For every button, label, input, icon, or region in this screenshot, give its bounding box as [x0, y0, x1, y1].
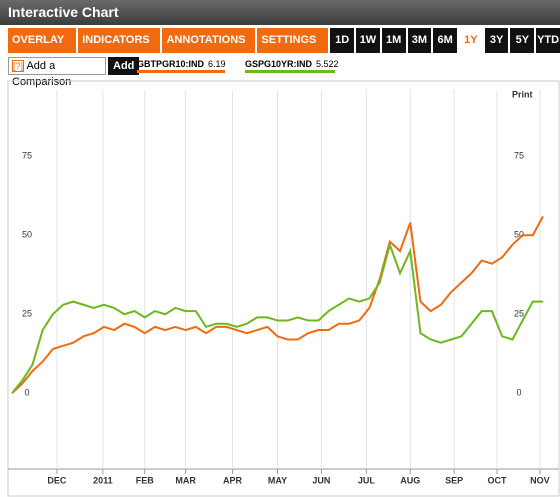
- y-tick-label: 0: [24, 388, 29, 398]
- y-tick-label: 25: [22, 309, 32, 319]
- toolbar: OVERLAY ▼ INDICATORS ▼ ANNOTATIONS ▼ SETTIN…: [8, 28, 560, 71]
- x-tick-label: NOV: [530, 475, 550, 485]
- legend-name: GSPG10YR:IND: [245, 59, 313, 69]
- y-tick-label-right: 75: [514, 151, 524, 161]
- range-button[interactable]: 1M: [381, 28, 406, 53]
- range-button[interactable]: 3M: [407, 28, 432, 53]
- x-tick-label: JUL: [358, 475, 376, 485]
- range-button[interactable]: YTD: [536, 28, 560, 53]
- x-tick-label: OCT: [488, 475, 508, 485]
- x-tick-label: JUN: [312, 475, 330, 485]
- range-button[interactable]: 1W: [356, 28, 380, 53]
- x-tick-label: FEB: [136, 475, 155, 485]
- chart-frame: [7, 80, 560, 497]
- placeholder: Add a Comparison: [12, 60, 72, 88]
- legend-entry: GBTPGR10:IND 6.19: [137, 59, 226, 73]
- range-button[interactable]: 6M: [433, 28, 458, 53]
- menu-button[interactable]: ANNOTATIONS ▼: [162, 28, 256, 71]
- x-tick-label: MAR: [175, 475, 196, 485]
- range-button[interactable]: 3Y: [484, 28, 509, 53]
- comparison-input[interactable]: [?] Add a Comparison: [8, 57, 106, 88]
- range-button[interactable]: 1Y: [459, 28, 483, 53]
- comparison: [?] Add a Comparison Add: [8, 57, 140, 88]
- print-link[interactable]: Print: [512, 89, 533, 99]
- legend-swatch: [245, 70, 335, 73]
- help[interactable]: [?]: [12, 60, 25, 72]
- range-button[interactable]: 1D: [330, 28, 355, 53]
- legend-swatch: [137, 70, 225, 73]
- range-button[interactable]: 5Y: [510, 28, 535, 53]
- legend-entry: GSPG10YR:IND 5.522: [245, 59, 339, 73]
- legend-value: 5.522: [316, 59, 339, 69]
- series-line: [11, 241, 543, 394]
- series-line: [11, 215, 544, 394]
- menu-button[interactable]: OVERLAY ▼: [8, 28, 77, 71]
- y-tick-label-right: 0: [516, 388, 521, 398]
- menu-button[interactable]: SETTINGS ▼: [257, 28, 329, 71]
- legend-value: 6.19: [208, 59, 226, 69]
- chart: Print DEC 2011 FEB MAR APR MAY JUN JUL AUG SEP OCT…: [7, 80, 560, 497]
- y-tick-label: 75: [22, 151, 32, 161]
- header-title: Interactive Chart: [0, 0, 560, 25]
- y-tick-label-right: 25: [514, 309, 524, 319]
- x-tick-label: DEC: [47, 475, 67, 485]
- y-tick-label-right: 50: [514, 230, 524, 240]
- x-tick-label: APR: [223, 475, 243, 485]
- legend-name: GBTPGR10:IND: [137, 59, 205, 69]
- menu-button[interactable]: INDICATORS ▼: [78, 28, 161, 71]
- y-tick-label: 50: [22, 230, 32, 240]
- x-tick-label: SEP: [445, 475, 463, 485]
- add-button[interactable]: Add: [108, 57, 140, 75]
- x-tick-label: MAY: [268, 475, 287, 485]
- x-tick-label: AUG: [400, 475, 420, 485]
- x-tick-label: 2011: [93, 475, 113, 485]
